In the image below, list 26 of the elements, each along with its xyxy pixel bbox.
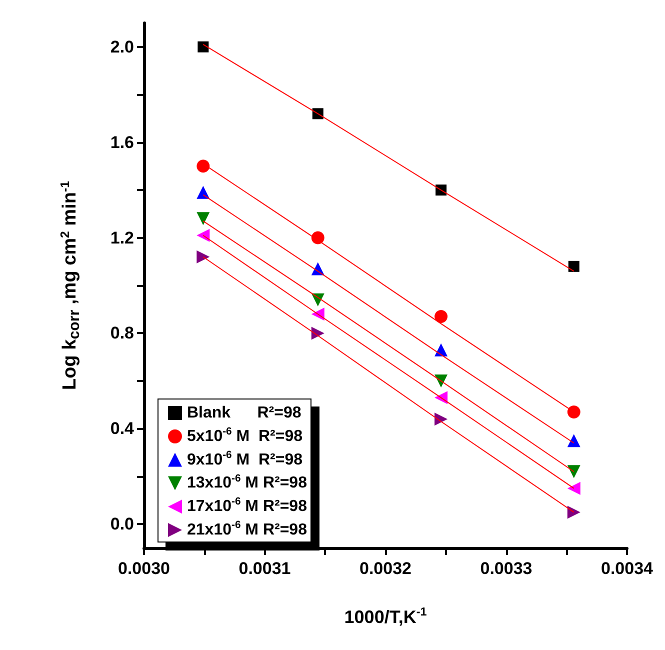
y-tick-label: 1.2 (110, 228, 134, 248)
point (567, 405, 580, 418)
y-tick-label: 0.4 (110, 419, 135, 438)
point (568, 260, 580, 272)
x-tick-label: 0.0031 (238, 559, 291, 578)
point (196, 212, 210, 226)
point (198, 41, 209, 52)
point (196, 186, 210, 199)
x-tick-label: 0.0030 (118, 559, 170, 578)
y-tick-label: 0.8 (110, 324, 134, 343)
y-tick-label: 1.6 (110, 132, 134, 152)
legend-label: Blank R²=98 (187, 404, 302, 422)
x-tick-label: 0.0034 (601, 559, 654, 578)
point (196, 250, 210, 264)
point (567, 506, 580, 519)
point (196, 160, 210, 173)
point (434, 310, 448, 324)
y-tick-label: 0.0 (110, 514, 134, 534)
y-tick-label: 2.0 (110, 37, 134, 56)
point (567, 434, 580, 448)
x-tick-label: 0.0033 (480, 559, 532, 578)
point (567, 482, 580, 495)
y-axis-title: Log kcorr ,mg cm2 min-1 (58, 180, 83, 390)
point (567, 465, 580, 478)
point (311, 231, 324, 244)
x-tick-label: 0.0032 (360, 559, 412, 578)
